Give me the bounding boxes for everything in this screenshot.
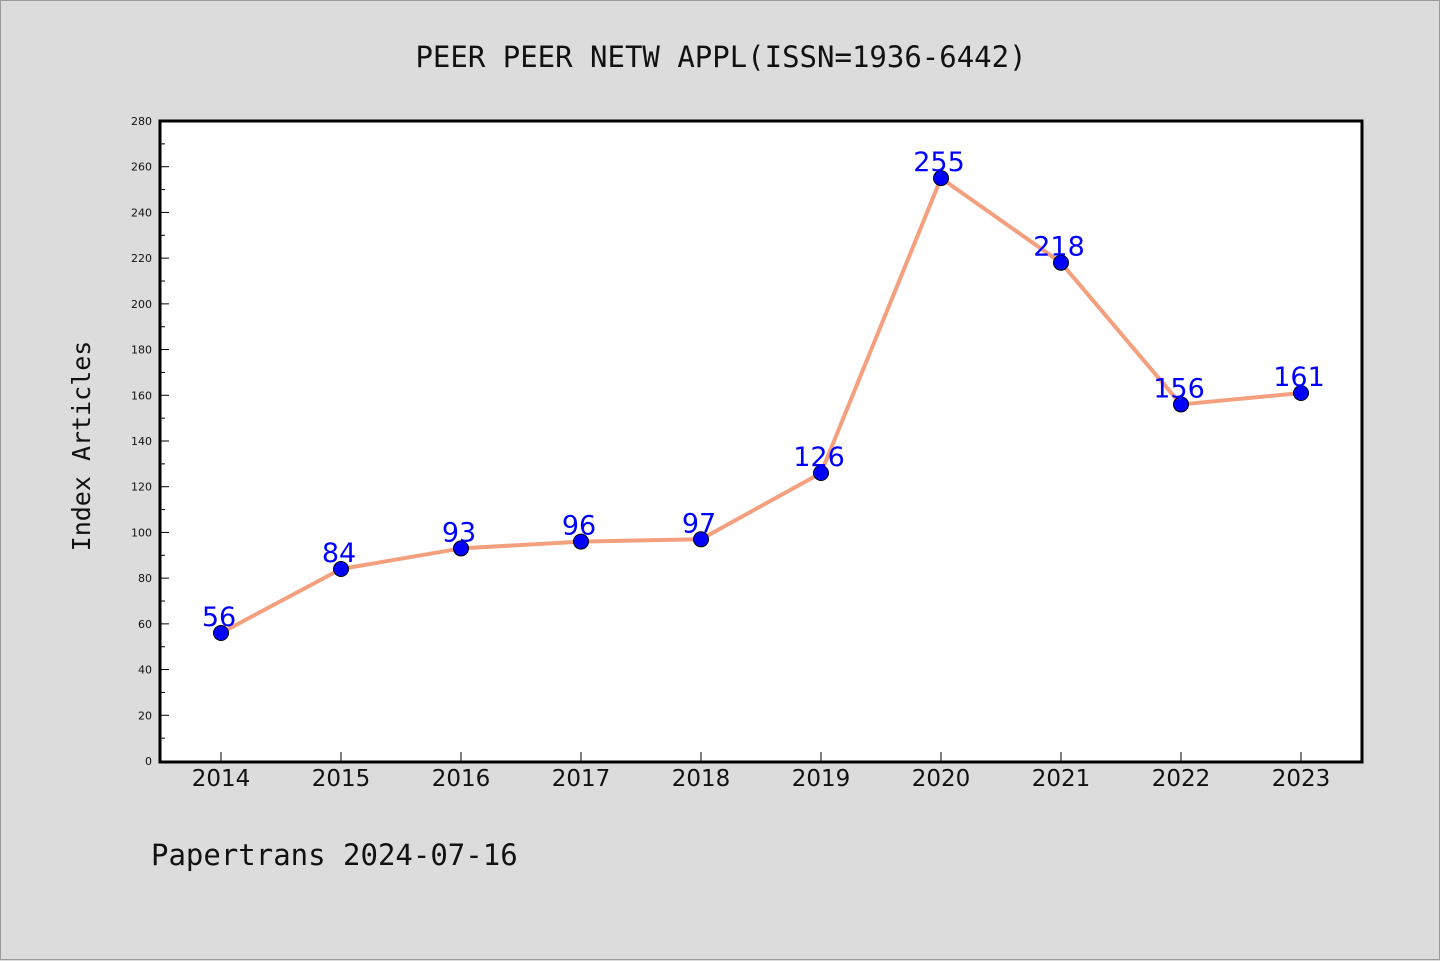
data-point (213, 625, 229, 641)
y-tick-label: 120 (131, 481, 152, 494)
data-label: 93 (442, 517, 476, 548)
y-tick-label: 60 (138, 618, 152, 631)
y-tick-label: 240 (131, 206, 152, 219)
data-label: 161 (1273, 362, 1325, 393)
y-tick-label: 0 (145, 755, 152, 768)
data-label: 255 (913, 147, 965, 178)
y-tick-label: 100 (131, 526, 152, 539)
chart-title: PEER PEER NETW APPL(ISSN=1936-6442) (415, 40, 1026, 74)
data-label: 96 (562, 511, 596, 542)
x-tick-label: 2014 (192, 766, 251, 792)
data-point (813, 465, 829, 481)
data-point (333, 561, 349, 577)
data-point (1053, 254, 1069, 271)
data-label: 156 (1153, 373, 1205, 404)
x-tick-label: 2020 (912, 766, 971, 792)
y-tick-label: 180 (131, 344, 152, 357)
footer-credit: Papertrans 2024-07-16 (151, 838, 518, 872)
x-tick-label: 2021 (1032, 766, 1091, 792)
y-tick-label: 80 (138, 572, 152, 585)
data-label: 84 (322, 538, 356, 569)
y-axis: 0 20 40 60 80 100 120 140 160 180 200 220 240 260 280 (131, 115, 169, 768)
data-point (933, 170, 949, 187)
data-label: 218 (1033, 232, 1085, 263)
data-point (573, 533, 589, 550)
data-point (1293, 385, 1309, 401)
y-tick-label: 260 (131, 161, 152, 174)
data-point (693, 531, 709, 548)
data-label: 56 (202, 602, 236, 633)
y-tick-label: 20 (138, 709, 152, 722)
x-tick-label: 2017 (552, 766, 611, 792)
data-label: 126 (793, 442, 845, 473)
y-tick-label: 40 (138, 664, 152, 677)
x-tick-label: 2019 (792, 766, 851, 792)
y-tick-label: 280 (131, 115, 152, 128)
y-tick-label: 160 (131, 389, 152, 402)
data-label: 97 (682, 508, 716, 539)
x-tick-label: 2022 (1152, 766, 1211, 792)
y-tick-label: 220 (131, 252, 152, 265)
x-tick-label: 2015 (312, 766, 371, 792)
y-axis-label: Index Articles (67, 341, 96, 552)
y-tick-label: 140 (131, 435, 152, 448)
x-tick-label: 2023 (1272, 766, 1331, 792)
data-series (213, 170, 1309, 641)
x-tick-label: 2016 (432, 766, 491, 792)
data-labels: 56 84 93 96 97 126 255 218 156 161 (202, 147, 1325, 633)
data-point (453, 540, 469, 557)
x-axis: 2014 2015 2016 2017 2018 2019 2020 2021 2022 2023 (192, 752, 1331, 792)
x-tick-label: 2018 (672, 766, 731, 792)
plot-area (158, 119, 1364, 764)
y-tick-label: 200 (131, 298, 152, 311)
data-point (1173, 396, 1189, 413)
series-line (219, 176, 1303, 635)
